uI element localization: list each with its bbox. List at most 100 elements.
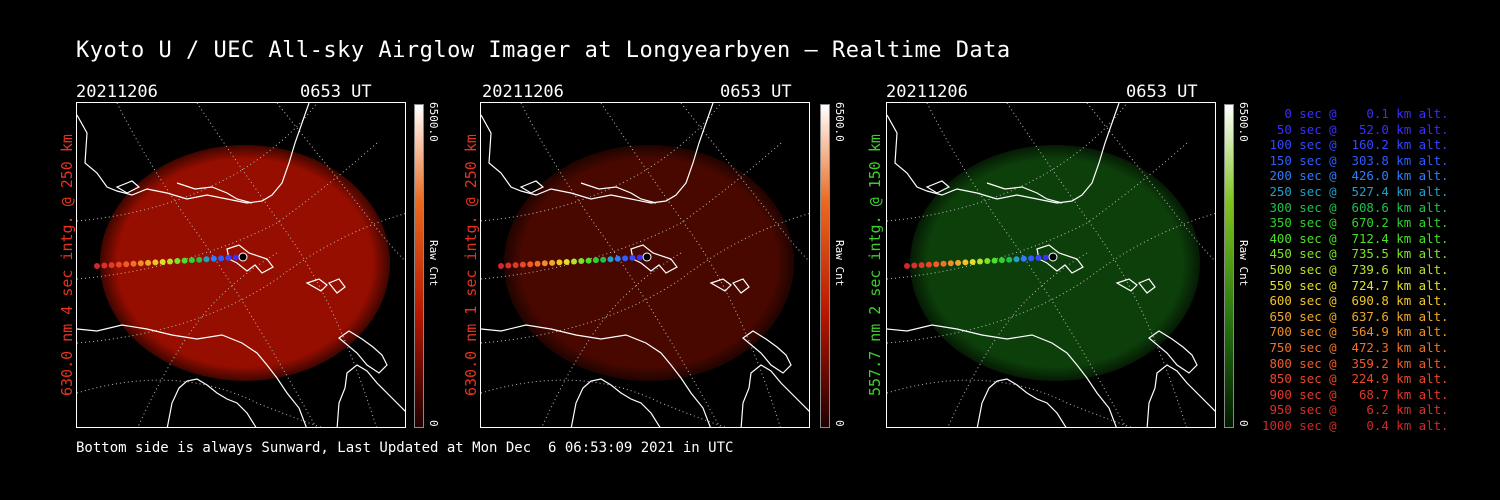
coastline: [77, 103, 310, 204]
legend-row: 650 sec @ 637.6 km alt.: [1262, 308, 1449, 324]
panel-2-svg: [481, 103, 809, 427]
coastline: [709, 278, 750, 294]
trajectory-point: [159, 258, 166, 265]
coastline: [580, 182, 657, 204]
legend-row: 600 sec @ 690.8 km alt.: [1262, 293, 1449, 309]
trajectory-point: [232, 254, 239, 261]
trajectory-point: [933, 261, 940, 268]
grid-line: [887, 103, 1128, 222]
trajectory-point: [203, 256, 210, 263]
trajectory-point: [1035, 254, 1042, 261]
grid-line: [77, 103, 318, 222]
panel-1-cbar-min: 0: [427, 420, 440, 427]
trajectory-point: [512, 262, 519, 269]
coastline: [176, 182, 253, 204]
airglow-field: [100, 145, 390, 381]
legend-row: 450 sec @ 735.5 km alt.: [1262, 246, 1449, 262]
trajectory-point: [108, 262, 115, 269]
coastline: [887, 103, 1120, 204]
legend-row: 100 sec @ 160.2 km alt.: [1262, 137, 1449, 153]
coastline: [1146, 364, 1215, 427]
grid-line: [887, 213, 1215, 344]
grid-line: [887, 142, 1188, 280]
grid-line: [481, 213, 809, 344]
grid-line: [541, 252, 682, 427]
legend-row: 400 sec @ 712.4 km alt.: [1262, 230, 1449, 246]
trajectory-point: [998, 257, 1005, 264]
grid-line: [520, 103, 721, 427]
legend-row: 250 sec @ 527.4 km alt.: [1262, 183, 1449, 199]
coastline: [226, 244, 274, 274]
legend-row: 800 sec @ 359.2 km alt.: [1262, 355, 1449, 371]
trajectory-point: [549, 259, 556, 266]
trajectory-point: [238, 252, 248, 262]
coastline: [976, 378, 1067, 427]
trajectory-point: [210, 255, 217, 262]
coastline: [305, 278, 346, 294]
trajectory-point: [101, 262, 108, 269]
trajectory-point: [925, 261, 932, 268]
trajectory-point: [94, 263, 100, 269]
legend-row: 350 sec @ 670.2 km alt.: [1262, 215, 1449, 231]
trajectory-point: [642, 252, 652, 262]
grid-line: [77, 379, 323, 427]
trajectory-point: [115, 261, 122, 268]
trajectory-point: [940, 260, 947, 267]
panel-2-ylabel: 630.0 nm 1 sec intg. @ 250 km: [462, 134, 480, 396]
grid-line: [77, 213, 405, 344]
trajectory-point: [947, 260, 954, 267]
coastline: [887, 324, 1117, 427]
grid-line: [947, 252, 1088, 427]
trajectory-point: [541, 260, 548, 267]
page-title: Kyoto U / UEC All-sky Airglow Imager at …: [76, 38, 1011, 63]
legend-row: 150 sec @ 303.8 km alt.: [1262, 152, 1449, 168]
panel-3-cbar-max: 6500.0: [1237, 102, 1250, 142]
coastline: [925, 180, 951, 194]
coastline: [519, 180, 545, 194]
trajectory-point: [977, 258, 983, 265]
trajectory-point: [152, 259, 159, 266]
panel-2-cbar-max: 6500.0: [833, 102, 846, 142]
panel-3-colorbar: [1224, 104, 1234, 428]
trajectory-point: [137, 260, 144, 267]
grid-line: [926, 103, 1127, 427]
panel-3-time: 0653 UT: [1126, 82, 1198, 102]
trajectory-point: [592, 257, 599, 264]
trajectory-point: [911, 262, 918, 269]
panel-1-svg: [77, 103, 405, 427]
coastline: [115, 180, 141, 194]
trajectory-point: [571, 258, 577, 265]
trajectory-point: [130, 260, 137, 267]
legend-row: 750 sec @ 472.3 km alt.: [1262, 339, 1449, 355]
trajectory-point: [145, 259, 152, 266]
airglow-field: [910, 145, 1200, 381]
panel-1-colorbar: [414, 104, 424, 428]
panel-1-time: 0653 UT: [300, 82, 372, 102]
grid-line: [77, 142, 378, 280]
trajectory-point: [167, 258, 173, 265]
legend-row: 300 sec @ 608.6 km alt.: [1262, 199, 1449, 215]
airglow-field: [504, 145, 794, 381]
trajectory-point: [622, 255, 629, 262]
trajectory-point: [505, 262, 512, 269]
trajectory-point: [519, 261, 526, 268]
trajectory-point: [225, 254, 232, 261]
trajectory-point: [1013, 256, 1020, 263]
panel-2-date: 20211206: [482, 82, 564, 102]
trajectory-point: [636, 254, 643, 261]
trajectory-point: [181, 257, 188, 264]
trajectory-point: [955, 259, 962, 266]
legend-row: 0 sec @ 0.1 km alt.: [1262, 106, 1449, 121]
trajectory-point: [196, 256, 203, 263]
grid-line: [481, 142, 782, 280]
grid-line: [887, 379, 1133, 427]
trajectory-point: [534, 260, 541, 267]
grid-line: [481, 103, 722, 222]
trajectory-point: [600, 256, 607, 263]
grid-line: [137, 252, 278, 427]
trajectory-point: [629, 254, 636, 261]
trajectory-point: [218, 255, 225, 262]
trajectory-point: [1042, 254, 1049, 261]
trajectory-point: [904, 263, 910, 269]
panel-2-colorbar: [820, 104, 830, 428]
